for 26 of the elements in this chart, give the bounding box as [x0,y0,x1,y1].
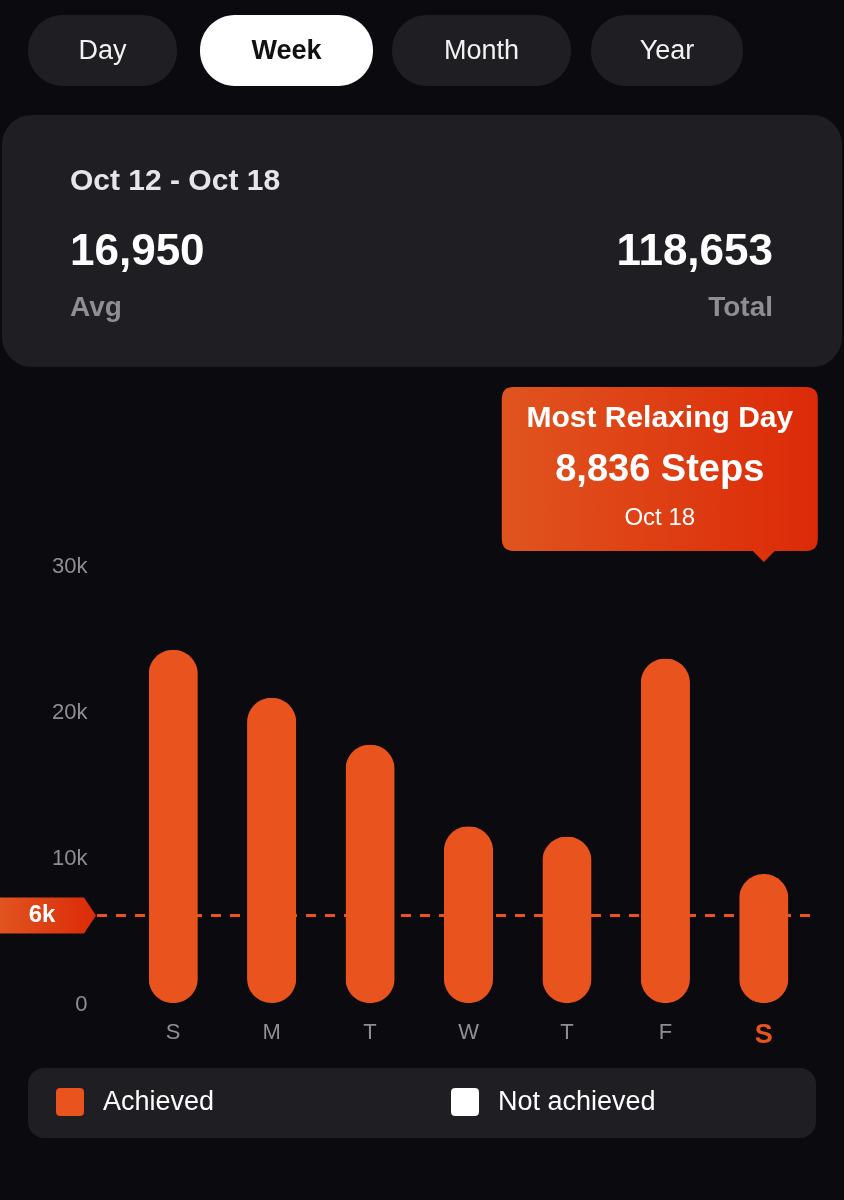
text: Avg [70,291,122,322]
text: Most Relaxing Day [526,400,794,433]
x-tick-label: M [262,1018,281,1044]
text: Year [639,35,695,65]
text: Week [251,35,323,65]
y-tick-label: 0 [75,990,88,1016]
x-tick-label: T [560,1018,574,1044]
y-tick-label: 30k [52,552,89,578]
x-tick-label: F [658,1018,673,1044]
x-tick-label: S [754,1018,773,1049]
text: 8,836 Steps [555,447,765,489]
text: Oct 18 [624,503,696,530]
x-tick-label: S [165,1018,181,1044]
text: Day [78,35,128,65]
y-tick-label: 20k [52,698,89,724]
text: Month [443,35,520,65]
text: 16,950 [70,225,205,274]
text: Total [708,291,773,322]
x-tick-label: W [458,1018,480,1044]
legend-label: Achieved [103,1086,215,1116]
x-tick-label: T [363,1018,377,1044]
legend-label: Not achieved [498,1086,656,1116]
text: Oct 12 - Oct 18 [70,163,281,196]
y-tick-label: 10k [52,844,89,870]
text: 118,653 [616,225,773,274]
ref-line-label: 6k [28,900,56,928]
